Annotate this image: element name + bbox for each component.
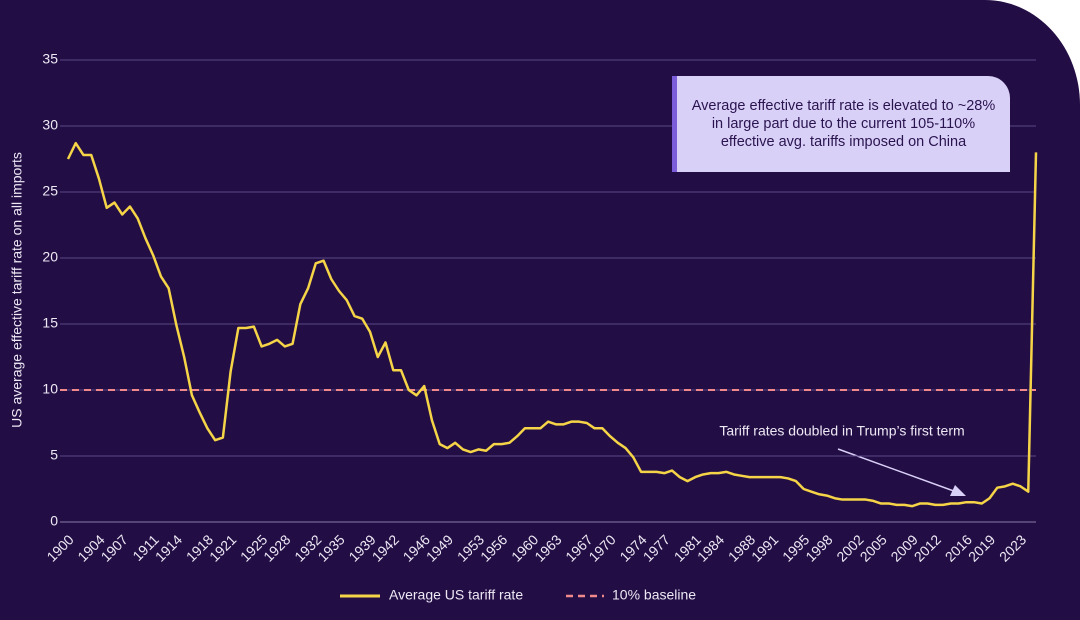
data-line [66,141,1038,508]
x-tick-label: 1963 [531,531,564,564]
x-tick-label: 1970 [585,531,618,564]
x-tick-label: 1942 [369,531,402,564]
x-tick-label: 1984 [694,531,727,564]
x-tick-label: 1900 [43,531,76,564]
annotation-text: Tariff rates doubled in Trump’s first te… [719,423,964,439]
x-tick-label: 1921 [206,531,239,564]
y-tick-label: 5 [50,447,58,463]
x-tick-label: 1977 [640,531,673,564]
x-tick-label: 1956 [477,531,510,564]
x-tick-label: 1907 [98,531,131,564]
y-tick-label: 15 [42,315,58,331]
y-tick-label: 20 [42,249,58,265]
x-tick-label: 1998 [802,531,835,564]
x-tick-label: 1991 [748,531,781,564]
y-axis-label: US average effective tariff rate on all … [9,152,25,428]
x-tick-label: 2019 [965,531,998,564]
callout-box: Average effective tariff rate is elevate… [672,76,1010,172]
x-tick-label: 1928 [260,531,293,564]
x-tick-label: 1935 [314,531,347,564]
x-tick-label: 2023 [996,531,1029,564]
y-tick-label: 30 [42,117,58,133]
y-tick-label: 25 [42,183,58,199]
annotation-arrowhead [950,485,966,496]
legend-label: 10% baseline [612,587,696,603]
y-tick-label: 10 [42,381,58,397]
x-tick-label: 2005 [857,531,890,564]
y-tick-label: 0 [50,513,58,529]
x-tick-label: 1949 [423,531,456,564]
x-tick-label: 1914 [152,531,185,564]
legend-label: Average US tariff rate [389,587,523,603]
y-tick-label: 35 [42,51,58,67]
x-tick-label: 2012 [911,531,944,564]
